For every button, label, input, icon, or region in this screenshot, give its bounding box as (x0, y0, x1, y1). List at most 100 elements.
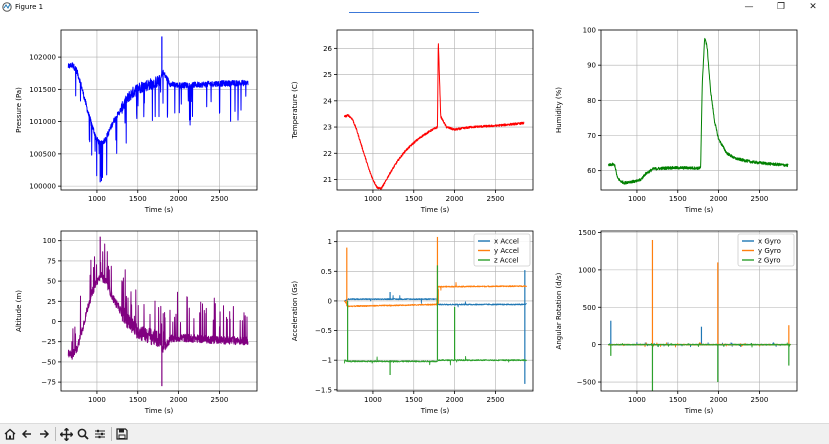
y-tick-label: −500 (577, 379, 596, 387)
y-tick-label: 100500 (29, 150, 56, 158)
legend-label: z Gyro (758, 257, 780, 265)
x-tick-label: 1000 (364, 195, 382, 203)
y-tick-label: 24 (323, 97, 332, 105)
y-tick-label: −1.5 (315, 386, 332, 394)
series-line (343, 355, 527, 366)
minimize-button[interactable]: — (744, 2, 754, 12)
y-axis-label: Temperature (C) (291, 81, 299, 139)
series-line (343, 282, 527, 308)
home-icon[interactable] (3, 427, 17, 441)
y-tick-label: 75 (47, 257, 56, 265)
y-tick-label: 23 (323, 124, 332, 132)
x-tick-label: 2000 (170, 195, 188, 203)
navigation-toolbar (0, 423, 829, 444)
plot-area (607, 239, 791, 391)
zoom-icon[interactable] (76, 427, 90, 441)
x-tick-label: 2500 (211, 195, 229, 203)
title-accent (349, 12, 479, 13)
configure-subplots-icon[interactable] (93, 427, 107, 441)
x-tick-label: 1000 (88, 396, 106, 404)
y-tick-label: −25 (41, 338, 56, 346)
restore-button[interactable]: ❐ (776, 2, 786, 12)
y-tick-label: 100000 (29, 183, 56, 191)
y-tick-label: 101500 (29, 86, 56, 94)
y-axis-label: Altitude (m) (15, 290, 23, 332)
x-tick-label: 1500 (669, 195, 687, 203)
y-tick-label: 1500 (578, 229, 596, 237)
x-tick-label: 1000 (364, 396, 382, 404)
x-tick-label: 2000 (710, 195, 728, 203)
y-axis-label: Humidity (%) (555, 87, 563, 133)
plot-area (607, 37, 789, 185)
legend-label: x Accel (494, 238, 519, 246)
axes-frame (600, 230, 798, 392)
subplot-5: 1000 1500 2000 2500 −1.5 −1 −0.5 0 0.5 1 Time (s) A… (291, 230, 534, 415)
y-tick-label: 60 (587, 167, 596, 175)
figure-icon (2, 2, 12, 12)
x-tick-label: 2000 (446, 195, 464, 203)
y-tick-label: 26 (323, 45, 332, 53)
toolbar-separator (55, 427, 56, 441)
y-tick-label: 0 (52, 318, 56, 326)
y-axis-label: Pressure (Pa) (15, 87, 23, 133)
y-tick-label: −1 (322, 357, 332, 365)
x-axis-label: Time (s) (420, 407, 450, 415)
x-tick-label: 2500 (751, 396, 769, 404)
subplot-1: 1000 1500 2000 2500 100000 100500 101000 101500… (15, 29, 258, 214)
close-button[interactable]: ✕ (809, 2, 817, 12)
y-tick-label: 0 (328, 297, 332, 305)
legend-label: y Gyro (758, 247, 781, 255)
axes-frame (60, 230, 258, 392)
pan-icon[interactable] (59, 427, 73, 441)
x-tick-label: 2000 (710, 396, 728, 404)
subplot-3: 1000 1500 2000 2500 60 70 80 90 100 Time (s) Humid… (555, 27, 798, 214)
y-tick-label: 500 (583, 304, 596, 312)
x-axis-label: Time (s) (420, 206, 450, 214)
x-tick-label: 1000 (88, 195, 106, 203)
forward-arrow-icon[interactable] (37, 427, 51, 441)
y-tick-label: 90 (587, 62, 596, 70)
y-tick-label: 101000 (29, 118, 56, 126)
x-tick-label: 1000 (628, 195, 646, 203)
y-tick-label: 80 (587, 97, 596, 105)
y-tick-label: 100 (583, 27, 596, 35)
series-line (343, 43, 525, 190)
x-tick-label: 1500 (129, 396, 147, 404)
axes-frame (336, 29, 534, 191)
y-tick-label: 100 (43, 237, 56, 245)
plot-area (343, 43, 525, 190)
y-axis-label: Acceleration (Gs) (291, 281, 299, 342)
x-tick-label: 2000 (170, 396, 188, 404)
subplot-4: 1000 1500 2000 2500 −75 −50 −25 0 25 50 75 100 Time … (15, 230, 258, 415)
y-tick-label: 0.5 (321, 268, 332, 276)
series-line (67, 62, 249, 182)
legend-label: z Accel (494, 257, 519, 265)
y-tick-label: −75 (41, 379, 56, 387)
x-tick-label: 2500 (751, 195, 769, 203)
x-tick-label: 2500 (211, 396, 229, 404)
y-tick-label: 70 (587, 132, 596, 140)
axes-frame (60, 29, 258, 191)
plot-area (67, 36, 249, 183)
y-tick-label: 25 (47, 298, 56, 306)
y-tick-label: 50 (47, 278, 56, 286)
x-tick-label: 1500 (669, 396, 687, 404)
x-axis-label: Time (s) (684, 206, 714, 214)
y-tick-label: 1000 (578, 266, 596, 274)
y-tick-label: 25 (323, 71, 332, 79)
title-bar: Figure 1 (0, 0, 829, 14)
y-tick-label: −0.5 (315, 327, 332, 335)
series-line (607, 37, 789, 185)
y-axis-label: Angular Rotation (d/s) (555, 272, 563, 349)
back-arrow-icon[interactable] (20, 427, 34, 441)
toolbar-separator (111, 427, 112, 441)
x-tick-label: 2500 (487, 396, 505, 404)
axes-frame (600, 29, 798, 191)
save-icon[interactable] (115, 427, 129, 441)
y-tick-label: 22 (323, 150, 332, 158)
figure-canvas[interactable]: 1000 1500 2000 2500100000100500101000101500… (0, 14, 829, 423)
x-tick-label: 1500 (405, 195, 423, 203)
y-tick-label: 1 (328, 238, 332, 246)
window-title: Figure 1 (15, 3, 44, 11)
x-axis-label: Time (s) (684, 407, 714, 415)
